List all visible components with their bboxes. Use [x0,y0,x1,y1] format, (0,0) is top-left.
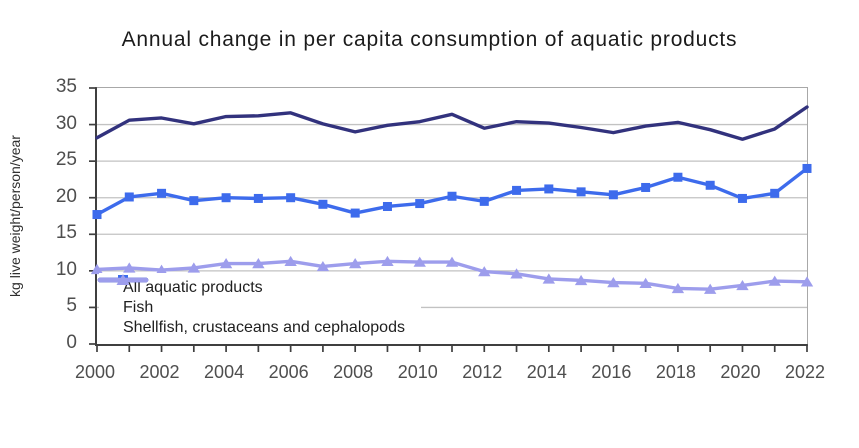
triangle-marker-shellfish-crustaceans-and-cephalopods [510,268,523,279]
x-tick-label: 2002 [139,362,180,382]
square-marker-fish [253,193,263,203]
triangle-marker-shellfish-crustaceans-and-cephalopods [316,260,330,272]
x-tick-label: 2000 [74,362,116,382]
legend: All aquatic products Fish Shellfish, cru… [97,273,421,342]
y-axis-tick-labels: 0 5 10 15 20 25 30 35 [0,76,85,353]
triangle-marker-shellfish-crustaceans-and-cephalopods [703,283,717,294]
triangle-marker-shellfish-crustaceans-and-cephalopods [671,282,685,294]
triangle-marker-shellfish-crustaceans-and-cephalopods [187,262,201,273]
triangle-marker-shellfish-crustaceans-and-cephalopods [252,258,265,269]
square-marker-fish [415,199,425,209]
square-marker-fish [512,185,522,195]
square-marker-fish [737,193,747,203]
square-marker-fish [705,180,715,190]
legend-label: All aquatic products [123,279,263,296]
x-tick-label: 2014 [526,362,567,382]
x-tick-label: 2012 [462,362,503,382]
triangle-marker-shellfish-crustaceans-and-cephalopods [445,256,459,267]
square-marker-fish [92,210,102,220]
square-marker-fish [802,163,812,173]
x-axis-tick-labels: 2000 2002 2004 2006 2008 2010 2012 2014 2016 2018… [75,362,825,386]
triangle-marker-shellfish-crustaceans-and-cephalopods [90,263,104,275]
square-marker-fish [544,184,554,194]
square-marker-fish [479,196,489,206]
x-tick-label: 2020 [720,362,761,382]
triangle-marker-shellfish-crustaceans-and-cephalopods [413,256,426,267]
square-marker-fish [641,182,651,192]
triangle-marker-shellfish-crustaceans-and-cephalopods [381,255,394,267]
triangle-marker-shellfish-crustaceans-and-cephalopods [800,276,814,287]
y-tick-label: 30 [55,112,77,134]
triangle-marker-shellfish-crustaceans-and-cephalopods [155,264,168,275]
triangle-marker-shellfish-crustaceans-and-cephalopods [348,258,362,269]
square-marker-fish [286,193,296,203]
y-tick-label: 20 [55,185,77,207]
square-marker-fish [318,199,328,209]
legend-item-shellfish: Shellfish, crustaceans and cephalopods [97,274,405,338]
square-marker-fish [673,172,683,182]
x-tick-label: 2022 [784,362,826,382]
y-tick-label: 35 [55,76,77,97]
x-tick-label: 2004 [204,362,245,382]
triangle-marker-shellfish-crustaceans-and-cephalopods [542,273,556,284]
x-tick-label: 2006 [268,362,309,382]
triangle-marker-shellfish-crustaceans-and-cephalopods [736,279,749,291]
square-marker-fish [189,196,199,206]
triangle-marker-shellfish-crustaceans-and-cephalopods [219,258,233,269]
square-marker-fish [382,201,392,211]
plot-area: All aquatic products Fish Shellfish, cru… [89,87,814,352]
triangle-marker-shellfish-crustaceans-and-cephalopods [284,255,297,267]
legend-label: Shellfish, crustaceans and cephalopods [123,319,405,336]
series-line-all-aquatic-products [95,105,809,141]
square-marker-fish [124,192,134,202]
y-tick-label: 15 [55,222,77,244]
legend-item-fish: Fish [97,275,405,318]
triangle-marker-shellfish-crustaceans-and-cephalopods [574,274,588,286]
legend-label: Fish [123,299,154,316]
x-tick-label: 2008 [333,362,374,382]
plot-canvas [89,87,814,352]
square-marker-fish [608,190,618,200]
y-tick-label: 0 [66,332,77,353]
square-marker-fish [447,191,457,201]
triangle-marker-shellfish-crustaceans-and-cephalopods [478,266,491,277]
x-tick-label: 2016 [591,362,632,382]
y-tick-label: 5 [66,295,77,317]
square-marker-fish [157,188,167,198]
x-tick-label: 2010 [397,362,438,382]
y-tick-label: 10 [55,258,77,280]
square-marker-fish [350,208,360,218]
x-tick-label: 2018 [655,362,696,382]
triangle-marker-line-swatch-icon [97,274,149,285]
series-line-fish [95,166,809,217]
triangle-marker-shellfish-crustaceans-and-cephalopods [639,277,652,288]
square-marker-fish [576,187,586,197]
triangle-marker-shellfish-crustaceans-and-cephalopods [123,262,136,273]
triangle-marker-shellfish-crustaceans-and-cephalopods [768,275,781,286]
triangle-marker-shellfish-crustaceans-and-cephalopods [607,277,620,288]
chart-title: Annual change in per capita consumption … [121,28,738,51]
y-tick-label: 25 [55,149,77,171]
square-marker-fish [770,188,780,198]
square-marker-fish [221,193,231,203]
legend-item-all-aquatic-products: All aquatic products [97,277,405,298]
